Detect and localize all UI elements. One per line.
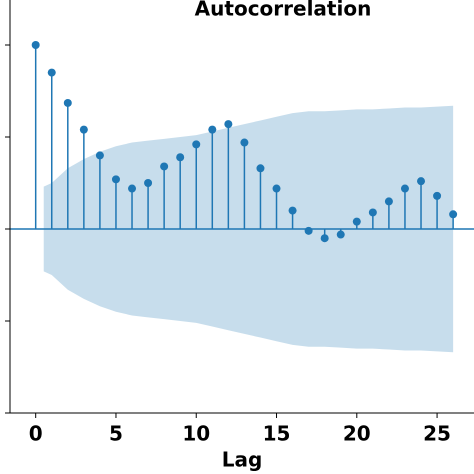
- marker: [400, 184, 409, 193]
- x-tick-label: 25: [423, 422, 451, 446]
- x-axis-label: Lag: [222, 448, 263, 472]
- marker: [304, 226, 313, 235]
- x-tick-label: 0: [29, 422, 43, 446]
- marker: [95, 151, 104, 160]
- marker: [160, 162, 169, 171]
- marker: [144, 179, 153, 187]
- marker: [352, 217, 361, 226]
- marker: [176, 153, 185, 162]
- marker: [240, 138, 249, 147]
- marker: [192, 140, 201, 149]
- x-tick-label: 10: [182, 422, 210, 446]
- marker: [224, 120, 233, 129]
- marker: [417, 177, 426, 186]
- marker: [368, 208, 377, 217]
- x-tick-label: 15: [263, 422, 291, 446]
- marker: [384, 197, 393, 206]
- marker: [111, 175, 120, 184]
- marker: [433, 191, 442, 200]
- marker: [63, 98, 72, 107]
- marker: [47, 68, 56, 77]
- marker: [449, 210, 458, 219]
- marker: [31, 41, 40, 49]
- marker: [256, 164, 265, 173]
- x-tick-label: 20: [343, 422, 371, 446]
- x-tick-label: 5: [109, 422, 123, 446]
- marker: [272, 184, 281, 193]
- marker: [128, 184, 137, 193]
- chart-title: Autocorrelation: [195, 0, 372, 21]
- marker: [79, 125, 88, 134]
- marker: [208, 125, 217, 134]
- marker: [336, 230, 345, 239]
- marker: [288, 206, 297, 215]
- marker: [320, 234, 329, 243]
